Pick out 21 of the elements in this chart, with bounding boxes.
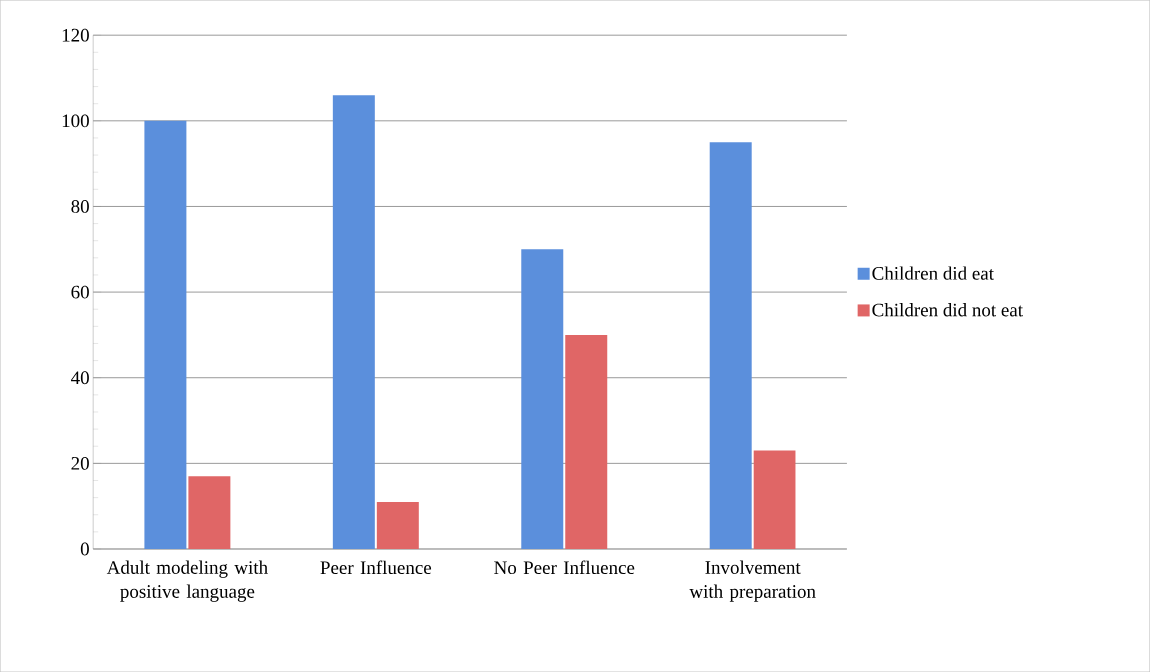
legend-label: Children did not eat [872, 303, 1023, 317]
y-tick-label: 80 [71, 199, 89, 213]
bar [144, 120, 187, 549]
legend-label: Children did eat [872, 266, 994, 280]
x-tick-label: Peer Influence [320, 560, 432, 575]
y-tick-label: 20 [71, 456, 89, 470]
y-tick-label: 0 [80, 542, 89, 556]
bar [565, 334, 608, 549]
bar [709, 142, 752, 549]
y-tick-label: 100 [62, 114, 89, 128]
x-tick-label: Involvement with preparation [689, 560, 816, 602]
y-tick-label: 40 [71, 371, 89, 385]
x-tick-label: Adult modeling with positive language [106, 560, 268, 602]
bar [521, 249, 564, 549]
bar [376, 501, 419, 549]
bar [188, 476, 231, 549]
y-tick-label: 120 [62, 28, 89, 42]
bar [332, 95, 375, 549]
y-tick-label: 60 [71, 285, 89, 299]
bar [753, 450, 796, 549]
x-tick-label: No Peer Influence [494, 560, 635, 575]
